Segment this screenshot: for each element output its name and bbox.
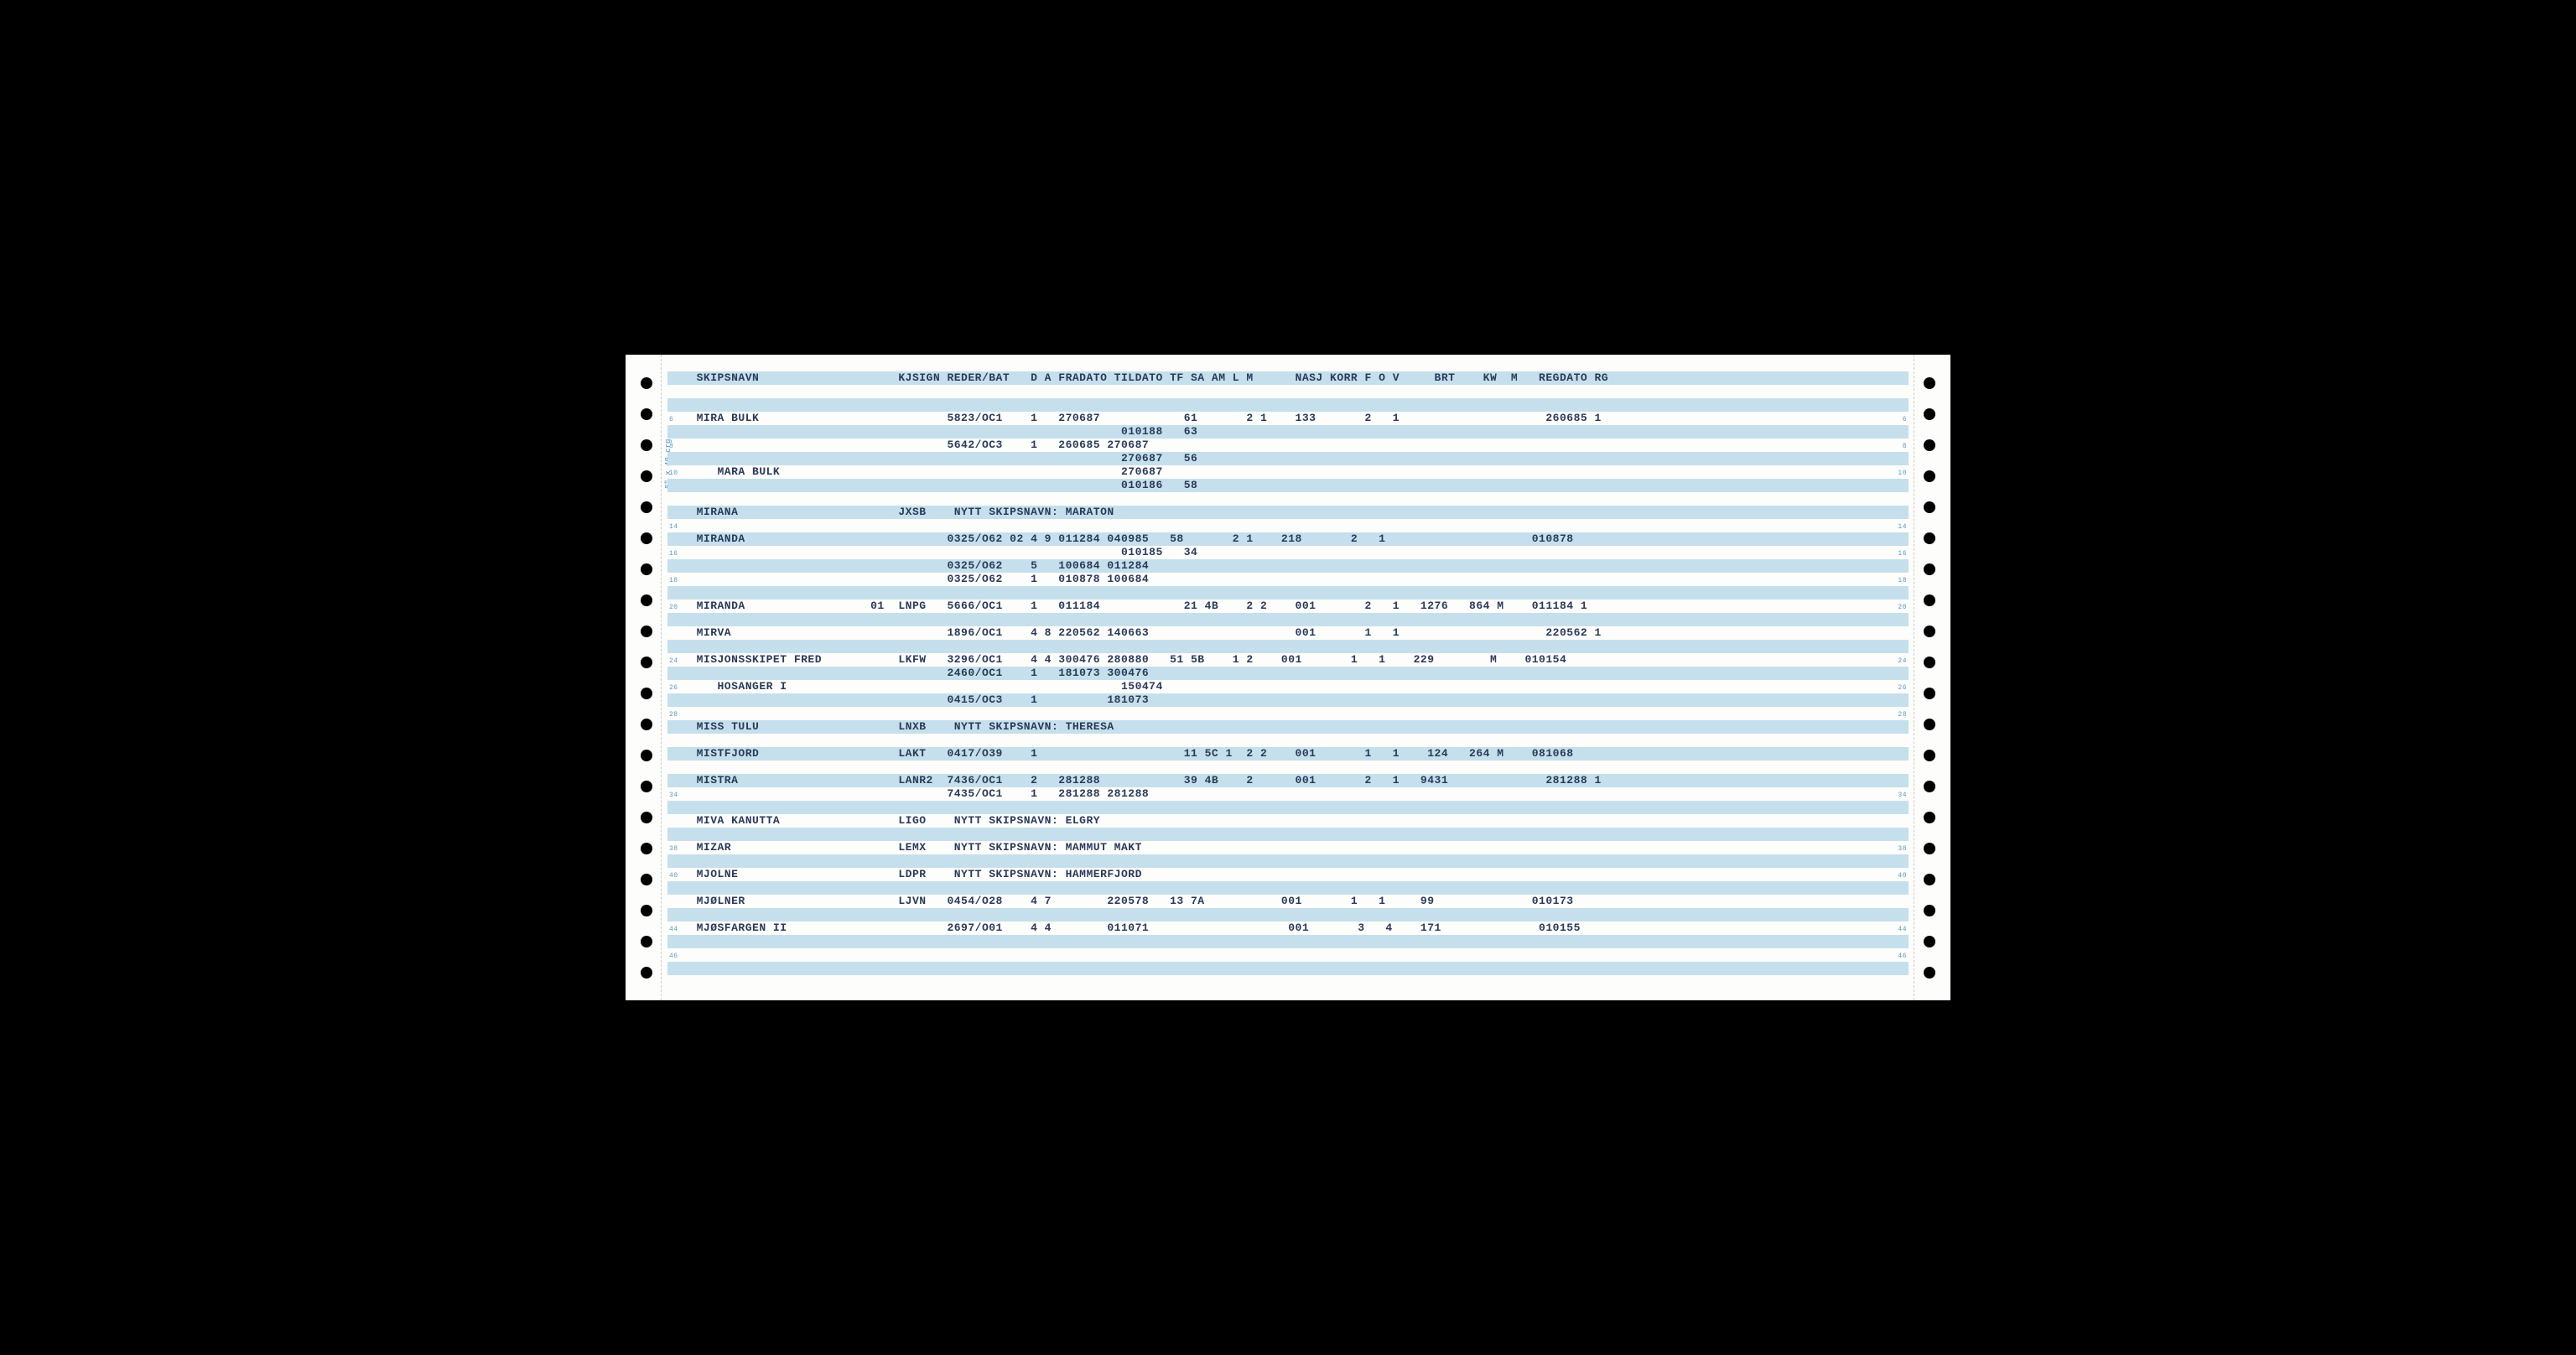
sprocket-hole [641, 688, 652, 699]
sprocket-hole [1924, 439, 1935, 451]
sprocket-holes-left [630, 355, 663, 1000]
sprocket-holes-right [1913, 355, 1946, 1000]
printout-content: SKIPSNAVN KJSIGN REDER/BAT D A FRADATO T… [667, 371, 1909, 975]
sprocket-hole [1924, 377, 1935, 389]
sprocket-hole [1924, 594, 1935, 606]
printout-row: MIVA KANUTTA LIGO NYTT SKIPSNAVN: ELGRY [667, 814, 1909, 828]
printout-row: 010185 341616 [667, 546, 1909, 559]
sprocket-hole [1924, 688, 1935, 699]
sprocket-hole [641, 905, 652, 916]
sprocket-hole [641, 594, 652, 606]
sprocket-hole [641, 812, 652, 823]
printout-row [667, 640, 1909, 653]
sprocket-hole [641, 750, 652, 761]
sprocket-hole [641, 532, 652, 544]
sprocket-hole [641, 719, 652, 730]
printout-row: MIZAR LEMX NYTT SKIPSNAVN: MAMMUT MAKT38… [667, 841, 1909, 854]
sprocket-hole [1924, 936, 1935, 947]
printout-row: 5642/OC3 1 260685 27068788 [667, 439, 1909, 452]
sprocket-hole [1924, 563, 1935, 575]
printout-row: MISTFJORD LAKT 0417/O39 1 11 5C 1 2 2 00… [667, 747, 1909, 761]
sprocket-hole [1924, 812, 1935, 823]
sprocket-hole [641, 967, 652, 979]
printout-row: SKIPSNAVN KJSIGN REDER/BAT D A FRADATO T… [667, 371, 1909, 385]
printout-row: MISJONSSKIPET FRED LKFW 3296/OC1 4 4 300… [667, 653, 1909, 667]
printout-row: 0325/O62 1 010878 1006841818 [667, 573, 1909, 586]
sprocket-hole [641, 626, 652, 637]
printout-row: 0415/OC3 1 181073 [667, 693, 1909, 707]
sprocket-hole [1924, 967, 1935, 979]
sprocket-hole [641, 657, 652, 668]
printout-row [667, 935, 1909, 948]
printout-row: 0325/O62 5 100684 011284 [667, 559, 1909, 573]
tear-perforation-right [1914, 355, 1915, 1000]
printout-row: MISS TULU LNXB NYTT SKIPSNAVN: THERESA [667, 720, 1909, 734]
sprocket-hole [641, 936, 652, 947]
sprocket-hole [1924, 905, 1935, 916]
sprocket-hole [1924, 719, 1935, 730]
printout-row [667, 492, 1909, 506]
sprocket-hole [641, 501, 652, 513]
sprocket-hole [1924, 408, 1935, 420]
sprocket-hole [641, 781, 652, 792]
printout-row [667, 828, 1909, 841]
sprocket-hole [641, 563, 652, 575]
sprocket-hole [1924, 750, 1935, 761]
printout-row: MIRVA 1896/OC1 4 8 220562 140663 001 1 1… [667, 626, 1909, 640]
printout-row [667, 908, 1909, 922]
printout-row: MJØSFARGEN II 2697/O01 4 4 011071 001 3 … [667, 922, 1909, 935]
printout-row: HOSANGER I 1504742626 [667, 680, 1909, 693]
printout-row: MISTRA LANR2 7436/OC1 2 281288 39 4B 2 0… [667, 774, 1909, 787]
printout-row [667, 734, 1909, 747]
printout-row: MIRANDA 0325/O62 02 4 9 011284 040985 58… [667, 532, 1909, 546]
printout-row [667, 761, 1909, 774]
printout-row: MIRANDA 01 LNPG 5666/OC1 1 011184 21 4B … [667, 600, 1909, 613]
sprocket-hole [641, 408, 652, 420]
tear-perforation-left [661, 355, 662, 1000]
sprocket-hole [1924, 470, 1935, 482]
sprocket-hole [641, 843, 652, 854]
printout-row [667, 854, 1909, 868]
sprocket-hole [1924, 843, 1935, 854]
printout-row: 4646 [667, 948, 1909, 962]
printout-row: MIRA BULK 5823/OC1 1 270687 61 2 1 133 2… [667, 412, 1909, 425]
continuous-form-paper: 8" x 40 crg SKIPSNAVN KJSIGN REDER/BAT D… [626, 355, 1950, 1000]
printout-row: 270687 56 [667, 452, 1909, 465]
printout-row: MARA BULK 2706871010 [667, 465, 1909, 479]
sprocket-hole [1924, 781, 1935, 792]
printout-row [667, 801, 1909, 814]
printout-row: 2460/OC1 1 181073 300476 [667, 667, 1909, 680]
printout-row: MIRANA JXSB NYTT SKIPSNAVN: MARATON [667, 506, 1909, 519]
sprocket-hole [641, 874, 652, 885]
printout-row [667, 385, 1909, 398]
sprocket-hole [1924, 874, 1935, 885]
printout-row: 010186 58 [667, 479, 1909, 492]
sprocket-hole [641, 377, 652, 389]
sprocket-hole [1924, 657, 1935, 668]
printout-row [667, 962, 1909, 975]
sprocket-hole [1924, 532, 1935, 544]
printout-row: 2828 [667, 707, 1909, 720]
printout-row [667, 881, 1909, 895]
printout-row [667, 398, 1909, 412]
sprocket-hole [1924, 501, 1935, 513]
printout-row: 7435/OC1 1 281288 2812883434 [667, 787, 1909, 801]
printout-row: 1414 [667, 519, 1909, 532]
printout-row: MJØLNER LJVN 0454/O28 4 7 220578 13 7A 0… [667, 895, 1909, 908]
printout-row: 010188 63 [667, 425, 1909, 439]
printout-row [667, 613, 1909, 626]
sprocket-hole [1924, 626, 1935, 637]
sprocket-hole [641, 439, 652, 451]
printout-row [667, 586, 1909, 600]
printout-row: MJOLNE LDPR NYTT SKIPSNAVN: HAMMERFJORD4… [667, 868, 1909, 881]
sprocket-hole [641, 470, 652, 482]
